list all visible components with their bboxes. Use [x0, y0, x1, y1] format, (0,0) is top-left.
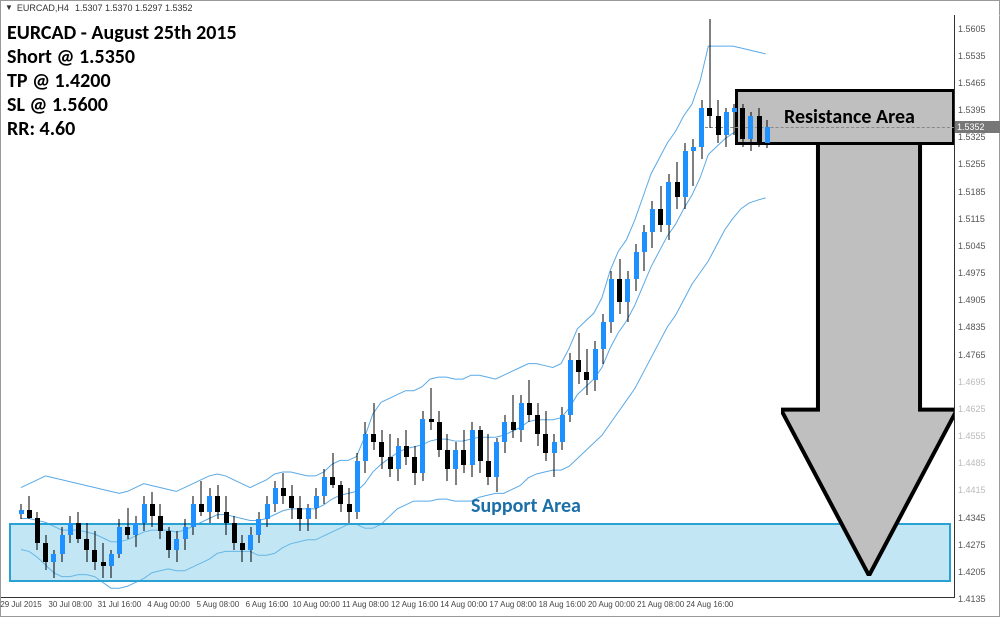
chart-area[interactable]: Support Area Resistance Area EURCAD - Au… [1, 15, 955, 598]
x-tick: 24 Aug 16:00 [686, 600, 733, 609]
resistance-area-label: Resistance Area [784, 105, 915, 129]
support-area-label: Support Area [471, 494, 581, 518]
x-axis: 29 Jul 2015 30 Jul 08:00 31 Jul 16:00 4 Aug… [1, 597, 955, 616]
y-tick: 1.5325 [958, 132, 986, 142]
y-tick: 1.4345 [958, 513, 986, 523]
y-tick: 1.5115 [958, 214, 985, 224]
y-tick: 1.4135 [958, 594, 986, 604]
info-title: EURCAD - August 25th 2015 [7, 21, 237, 45]
x-tick: 17 Aug 08:00 [489, 600, 536, 609]
dropdown-icon: ▼ [5, 1, 13, 15]
y-tick: 1.5535 [958, 51, 986, 61]
symbol-label: EURCAD,H4 [17, 1, 69, 15]
ohlc-label: 1.5307 1.5370 1.5297 1.5352 [75, 1, 193, 15]
y-tick: 1.4975 [958, 268, 986, 278]
x-tick: 12 Aug 16:00 [391, 600, 438, 609]
y-tick: 1.4415 [958, 485, 986, 495]
down-arrow [781, 139, 955, 576]
y-tick: 1.4625 [958, 404, 986, 414]
y-tick: 1.4765 [958, 350, 986, 360]
info-tp: TP @ 1.4200 [7, 69, 237, 93]
y-tick: 1.4485 [958, 458, 986, 468]
chart-container: ▼ EURCAD,H4 1.5307 1.5370 1.5297 1.5352 … [0, 0, 1000, 617]
y-tick: 1.4695 [958, 377, 986, 387]
x-tick: 29 Jul 2015 [0, 600, 41, 609]
trade-info-box: EURCAD - August 25th 2015 Short @ 1.5350… [7, 21, 237, 141]
x-tick: 18 Aug 16:00 [539, 600, 586, 609]
y-tick: 1.5255 [958, 159, 986, 169]
y-tick: 1.5045 [958, 241, 986, 251]
x-tick: 5 Aug 08:00 [196, 600, 239, 609]
y-tick: 1.5605 [958, 24, 986, 34]
y-tick: 1.4835 [958, 322, 986, 332]
x-tick: 31 Jul 16:00 [98, 600, 142, 609]
x-tick: 20 Aug 00:00 [588, 600, 635, 609]
y-tick: 1.4205 [958, 567, 986, 577]
info-rr: RR: 4.60 [7, 117, 237, 141]
x-tick: 11 Aug 08:00 [342, 600, 389, 609]
x-tick: 6 Aug 16:00 [246, 600, 289, 609]
x-tick: 21 Aug 08:00 [637, 600, 684, 609]
y-tick: 1.5465 [958, 78, 986, 88]
info-short: Short @ 1.5350 [7, 45, 237, 69]
y-tick: 1.5185 [958, 187, 986, 197]
chart-header: ▼ EURCAD,H4 1.5307 1.5370 1.5297 1.5352 [1, 1, 1000, 16]
y-tick: 1.4275 [958, 540, 986, 550]
y-tick: 1.4905 [958, 295, 986, 305]
y-tick: 1.5395 [958, 105, 986, 115]
x-tick: 14 Aug 00:00 [440, 600, 487, 609]
x-tick: 10 Aug 00:00 [293, 600, 340, 609]
x-tick: 30 Jul 08:00 [48, 600, 92, 609]
x-tick: 4 Aug 00:00 [147, 600, 190, 609]
y-tick: 1.4555 [958, 431, 986, 441]
info-sl: SL @ 1.5600 [7, 93, 237, 117]
price-tag: 1.5352 [955, 121, 1000, 133]
y-axis: 1.5605 1.5535 1.5465 1.5395 1.5325 1.5255 1.51… [954, 15, 999, 598]
